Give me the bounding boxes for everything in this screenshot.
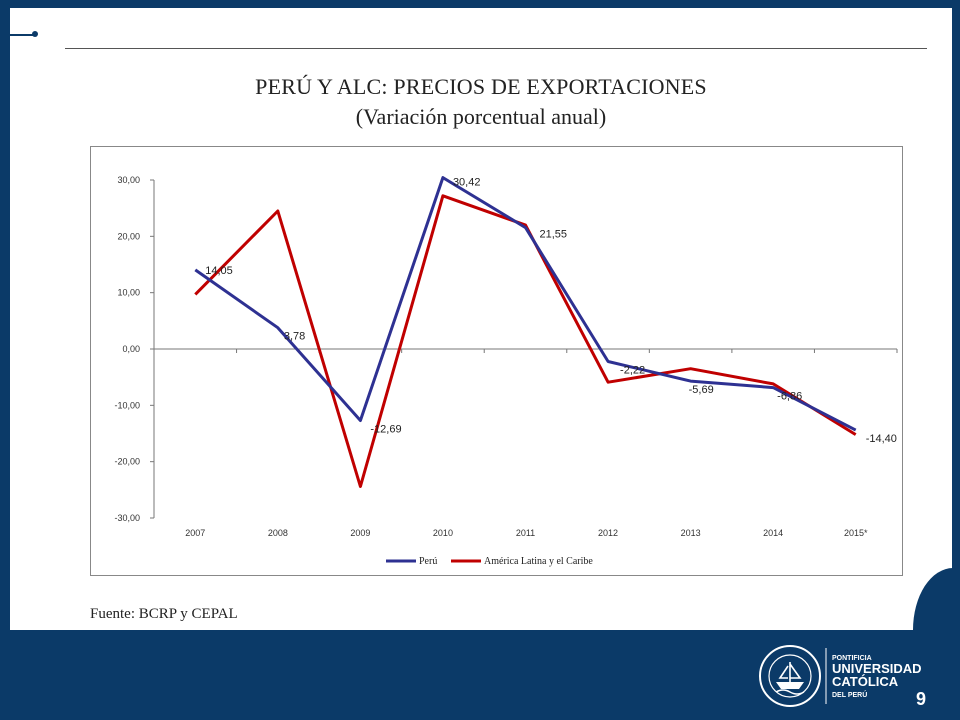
y-tick-label: -10,00 — [114, 400, 140, 410]
university-seal-icon — [759, 645, 821, 707]
y-tick-label: 30,00 — [117, 175, 140, 185]
page-number: 9 — [915, 689, 926, 709]
x-tick-label: 2013 — [681, 528, 701, 538]
x-tick-label: 2007 — [185, 528, 205, 538]
slide-title: PERÚ Y ALC: PRECIOS DE EXPORTACIONES — [255, 74, 707, 99]
x-tick-label: 2010 — [433, 528, 453, 538]
legend-label: Perú — [419, 556, 437, 567]
decorative-line — [10, 34, 36, 36]
data-label: 14,05 — [205, 265, 233, 277]
x-tick-label: 2014 — [763, 528, 783, 538]
source-note: Fuente: BCRP y CEPAL — [90, 606, 238, 622]
data-label: -5,69 — [689, 384, 714, 396]
y-tick-label: -20,00 — [114, 457, 140, 467]
y-tick-label: 10,00 — [117, 288, 140, 298]
header-rule — [65, 48, 927, 49]
y-tick-label: 20,00 — [117, 231, 140, 241]
y-tick-label: -30,00 — [114, 513, 140, 523]
line-chart: 30,00 20,00 10,00 0,00 -10,00 -20,00 -30,00 200… — [114, 175, 898, 567]
y-tick-label: 0,00 — [122, 344, 140, 354]
data-label: 30,42 — [453, 177, 481, 189]
x-tick-label: 2008 — [268, 528, 288, 538]
data-label: 21,55 — [540, 229, 568, 241]
logo-line3: CATÓLICA — [832, 674, 899, 689]
x-tick-label: 2011 — [516, 528, 535, 538]
data-label: -12,69 — [370, 423, 401, 435]
data-label: -14,40 — [866, 433, 897, 445]
series-line-peru — [194, 176, 857, 432]
data-label: -6,86 — [777, 391, 802, 403]
x-tick-label: 2012 — [598, 528, 618, 538]
university-logo: PONTIFICIA UNIVERSIDAD CATÓLICA DEL PERÚ — [759, 645, 922, 707]
logo-line4: DEL PERÚ — [832, 690, 867, 699]
data-label: -2,22 — [620, 365, 645, 377]
logo-line1: PONTIFICIA — [832, 655, 872, 662]
slide: PERÚ Y ALC: PRECIOS DE EXPORTACIONES (Va… — [10, 8, 953, 630]
slide-subtitle: (Variación porcentual anual) — [355, 104, 607, 129]
x-tick-label: 2009 — [350, 528, 370, 538]
series-line-alc — [194, 194, 857, 488]
data-label: 3,78 — [284, 331, 305, 343]
chart-area: 30,00 20,00 10,00 0,00 -10,00 -20,00 -30,00 200… — [90, 146, 903, 576]
logo-line2: UNIVERSIDAD — [832, 661, 922, 676]
legend-label: América Latina y el Caribe — [484, 556, 593, 567]
x-tick-label: 2015* — [844, 528, 868, 538]
decorative-dot — [32, 31, 38, 37]
